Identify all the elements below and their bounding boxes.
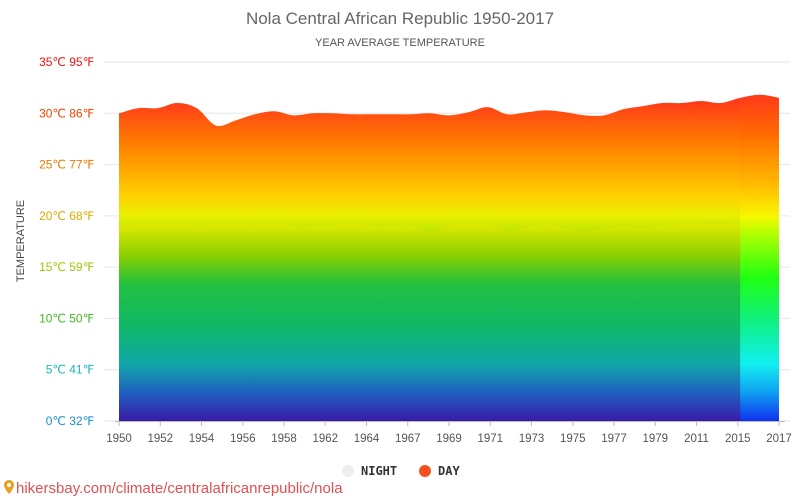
- x-tick-label: 1967: [395, 433, 421, 445]
- legend-item-night[interactable]: NIGHT: [342, 464, 397, 478]
- legend-day-swatch: [419, 465, 431, 477]
- y-tick-label: 30℃ 86℉: [39, 106, 94, 120]
- chart-subtitle: YEAR AVERAGE TEMPERATURE: [315, 37, 485, 49]
- series-day-tail-area: [740, 94, 779, 421]
- x-tick-label: 1975: [560, 433, 586, 445]
- source-text: hikersbay.com/climate/centralafricanrepu…: [16, 480, 343, 497]
- series-areas: [119, 94, 779, 421]
- legend-night-label: NIGHT: [361, 464, 397, 478]
- x-tick-label: 1971: [477, 433, 503, 445]
- x-tick-label: 1956: [230, 433, 256, 445]
- x-tick-label: 1958: [271, 433, 297, 445]
- legend-item-day[interactable]: DAY: [419, 464, 460, 478]
- x-tick-label: 1962: [312, 433, 338, 445]
- map-pin-icon: [4, 480, 14, 494]
- x-tick-label: 1954: [189, 433, 215, 445]
- y-tick-label: 10℃ 50℉: [39, 311, 94, 325]
- x-tick-label: 2015: [725, 433, 751, 445]
- y-tick-label: 20℃ 68℉: [39, 209, 94, 223]
- chart-title: Nola Central African Republic 1950-2017: [246, 9, 554, 28]
- x-tick-label: 1950: [106, 433, 132, 445]
- y-tick-label: 15℃ 59℉: [39, 260, 94, 274]
- x-tick-label: 2017: [766, 433, 792, 445]
- series-night-area: [119, 219, 741, 421]
- axes: 0℃ 32℉ 5℃ 41℉ 10℃ 50℉ 15℃ 59℉ 20℃ 68℉ 25℃ 77℉…: [39, 55, 792, 445]
- y-tick-label: 35℃ 95℉: [39, 55, 94, 69]
- x-tick-label: 1969: [436, 433, 462, 445]
- source-link[interactable]: hikersbay.com/climate/centralafricanrepu…: [4, 480, 343, 497]
- legend-night-swatch: [342, 465, 354, 477]
- x-tick-label: 1973: [519, 433, 545, 445]
- x-tick-label: 1952: [147, 433, 173, 445]
- y-tick-label: 25℃ 77℉: [39, 158, 94, 172]
- x-tick-label: 1964: [354, 433, 380, 445]
- y-axis-label: TEMPERATURE: [15, 200, 27, 282]
- x-tick-label: 1977: [601, 433, 627, 445]
- y-tick-label: 0℃ 32℉: [46, 414, 94, 428]
- legend-day-label: DAY: [438, 464, 460, 478]
- x-tick-label: 2011: [684, 433, 709, 445]
- y-tick-label: 5℃ 41℉: [46, 363, 94, 377]
- legend: NIGHT DAY: [342, 464, 460, 478]
- x-tick-label: 1979: [642, 433, 668, 445]
